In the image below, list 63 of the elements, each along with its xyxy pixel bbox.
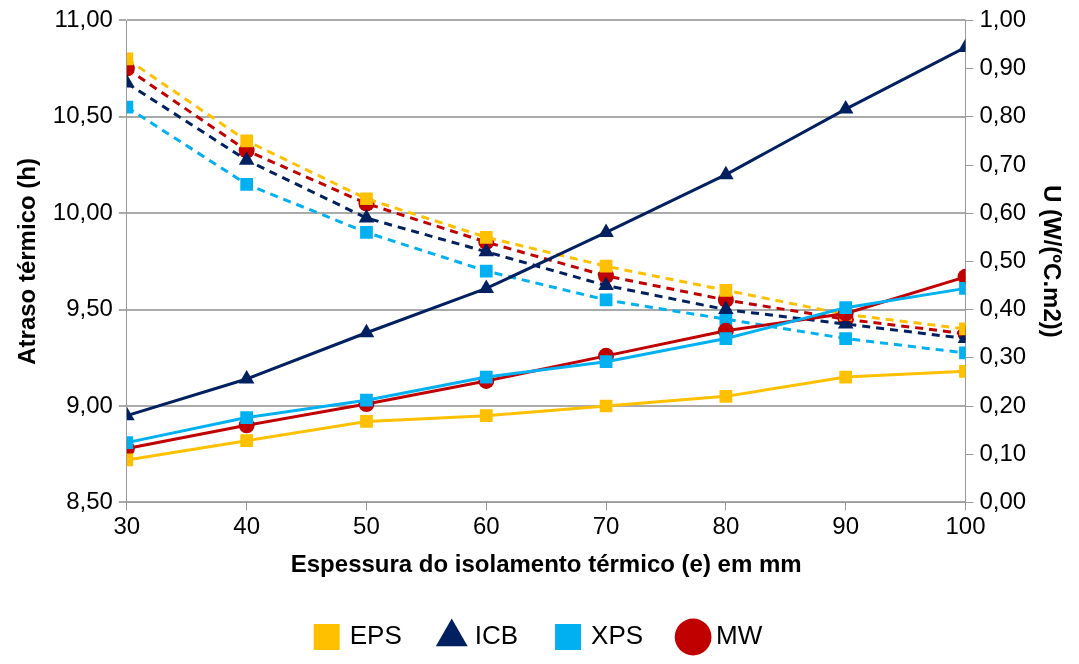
x-tick-label: 60: [472, 512, 500, 540]
y2-tick-label: 0,40: [979, 294, 1027, 322]
point: [598, 276, 614, 290]
x-tick-label: 50: [353, 512, 380, 540]
legend-label: XPS: [591, 620, 644, 651]
y2-tick-label: 0,30: [979, 342, 1027, 370]
point: [478, 279, 495, 293]
point: [240, 411, 254, 424]
point: [358, 323, 375, 338]
point: [360, 393, 373, 407]
point: [360, 415, 373, 428]
x-axis-title: Espessura do isolamento térmico (e) em mm: [290, 550, 802, 578]
y2-tick-label: 0,50: [979, 246, 1027, 274]
y2-tick-label: 0,20: [979, 390, 1027, 418]
point: [718, 165, 734, 180]
y-tick-label: 10,00: [52, 197, 113, 225]
y2-tick-label: 0,70: [979, 149, 1027, 177]
point: [719, 283, 733, 297]
point: [718, 300, 734, 315]
point: [238, 370, 255, 384]
point: [358, 209, 375, 223]
point: [719, 332, 733, 345]
point: [238, 151, 255, 165]
legend-label: MW: [716, 620, 763, 651]
x-tick-label: 40: [233, 512, 261, 540]
point: [839, 332, 853, 345]
point: [479, 264, 493, 278]
y2-tick-label: 0,10: [979, 438, 1027, 466]
point: [598, 223, 614, 237]
y2-axis-title: U (W/(ºC.m2)): [1038, 185, 1066, 338]
y2-tick-label: 0,90: [979, 53, 1027, 81]
point: [240, 434, 254, 448]
point: [240, 177, 254, 191]
x-tick-label: 70: [592, 512, 620, 540]
point: [839, 370, 853, 384]
y-tick-label: 11,00: [54, 5, 113, 33]
point: [479, 409, 493, 422]
y2-tick-label: 0,80: [979, 101, 1027, 129]
y-tick-label: 8,50: [66, 487, 113, 515]
y2-tick-label: 0,60: [979, 197, 1027, 225]
point: [360, 192, 373, 206]
point: [837, 100, 854, 114]
point: [839, 301, 853, 315]
y-tick-label: 10,50: [52, 101, 113, 129]
point: [479, 230, 493, 244]
x-tick-label: 90: [832, 512, 860, 540]
x-tick-label: 80: [712, 512, 740, 540]
point: [360, 226, 373, 239]
x-tick-label: 30: [113, 512, 141, 540]
y2-tick-label: 1,00: [979, 5, 1027, 33]
legend-label: ICB: [474, 620, 519, 651]
y-tick-label: 9,50: [66, 294, 113, 322]
y2-tick-label: 0,00: [979, 487, 1027, 515]
point: [479, 370, 493, 384]
point: [599, 355, 613, 369]
point: [240, 134, 254, 148]
point: [719, 390, 733, 403]
point: [599, 259, 613, 273]
y-axis-title: Atraso térmico (h): [13, 158, 41, 365]
y-tick-label: 9,00: [66, 390, 113, 418]
x-tick-label: 100: [945, 512, 986, 540]
legend-label: EPS: [349, 620, 402, 651]
point: [478, 242, 495, 257]
